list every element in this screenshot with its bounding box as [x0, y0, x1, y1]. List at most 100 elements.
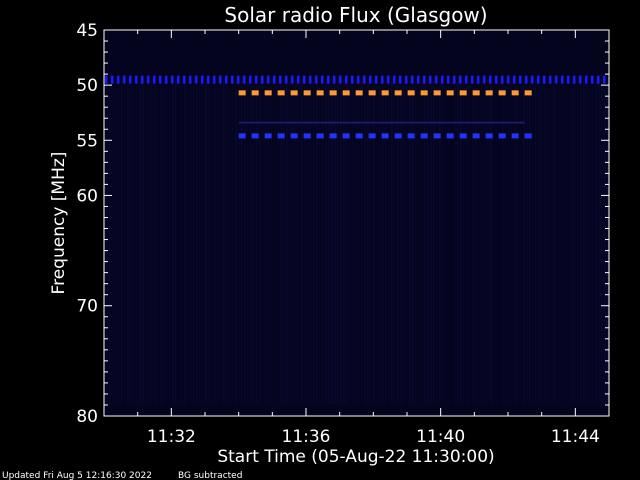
band-segment — [111, 75, 114, 84]
noise-streak — [415, 78, 417, 404]
band-segment — [285, 75, 288, 84]
noise-streak — [391, 78, 393, 404]
noise-streak — [247, 78, 249, 404]
noise-streak — [205, 78, 207, 404]
x-tick-label: 11:44 — [551, 427, 600, 447]
band-segment — [251, 90, 259, 96]
band-segment — [495, 75, 498, 84]
noise-streak — [352, 78, 354, 404]
band-segment — [135, 75, 138, 84]
y-axis: 45 50 55 60 70 80 — [76, 21, 609, 427]
band-segment — [243, 75, 246, 84]
noise-streak — [550, 78, 552, 404]
noise-streak — [268, 78, 270, 404]
band-segment — [237, 75, 240, 84]
noise-streak — [430, 78, 432, 404]
noise-streak — [541, 78, 543, 404]
noise-streak — [214, 78, 216, 404]
noise-streak — [319, 78, 321, 404]
band-segment — [567, 75, 570, 84]
noise-streak — [409, 78, 411, 404]
band-segment — [387, 75, 390, 84]
band-segment — [394, 133, 402, 139]
band-segment — [105, 75, 108, 84]
noise-streak — [394, 78, 396, 404]
noise-streak — [217, 78, 219, 404]
band-segment — [329, 133, 337, 139]
noise-streak — [232, 78, 234, 404]
band-segment — [561, 75, 564, 84]
noise-streak — [445, 78, 447, 404]
noise-streak — [136, 78, 138, 404]
noise-streak — [442, 78, 444, 404]
noise-streak — [307, 78, 309, 404]
noise-streak — [121, 78, 123, 404]
noise-streak — [598, 78, 600, 404]
band-segment — [183, 75, 186, 84]
x-tick-label: 11:32 — [147, 427, 196, 447]
band-segment — [441, 75, 444, 84]
band-segment — [177, 75, 180, 84]
band-segment — [555, 75, 558, 84]
band-segment — [153, 75, 156, 84]
plot-frame — [103, 29, 610, 417]
band-segment — [342, 90, 350, 96]
noise-streak — [301, 78, 303, 404]
noise-streak — [346, 78, 348, 404]
band-segment — [339, 75, 342, 84]
noise-streak — [337, 78, 339, 404]
noise-streak — [559, 78, 561, 404]
band-segment — [485, 133, 493, 139]
noise-streak — [418, 78, 420, 404]
noise-streak — [469, 78, 471, 404]
band-segment — [277, 90, 285, 96]
band-segment — [213, 75, 216, 84]
band-segment — [381, 133, 389, 139]
x-tick-label: 11:40 — [416, 427, 465, 447]
noise-streak — [271, 78, 273, 404]
band-segment — [309, 75, 312, 84]
band-segment — [507, 75, 510, 84]
band-segment — [171, 75, 174, 84]
noise-streak — [208, 78, 210, 404]
band-segment — [368, 133, 376, 139]
noise-streak — [154, 78, 156, 404]
noise-streak — [253, 78, 255, 404]
band-segment — [579, 75, 582, 84]
noise-streak — [343, 78, 345, 404]
band-segment — [420, 133, 428, 139]
noise-streak — [283, 78, 285, 404]
band-segment — [147, 75, 150, 84]
band-segment — [363, 75, 366, 84]
noise-streak — [133, 78, 135, 404]
noise-streak — [181, 78, 183, 404]
noise-streak — [289, 78, 291, 404]
noise-streak — [601, 78, 603, 404]
noise-streak — [373, 78, 375, 404]
noise-streak — [565, 78, 567, 404]
band-segment — [123, 75, 126, 84]
noise-streak — [226, 78, 228, 404]
y-axis-label: Frequency [MHz] — [49, 152, 69, 295]
noise-streak — [499, 78, 501, 404]
band-segment — [585, 75, 588, 84]
x-axis: 11:32 11:36 11:40 11:44 — [103, 30, 610, 447]
band-segment — [501, 75, 504, 84]
band-segment — [417, 75, 420, 84]
noise-streak — [370, 78, 372, 404]
noise-streak — [439, 78, 441, 404]
noise-streak — [403, 78, 405, 404]
noise-streak — [454, 78, 456, 404]
noise-streak — [331, 78, 333, 404]
noise-streak — [496, 78, 498, 404]
band-segment — [381, 75, 384, 84]
noise-streak — [259, 78, 261, 404]
band-segment — [261, 75, 264, 84]
band-segment — [279, 75, 282, 84]
y-tick-label: 45 — [76, 21, 98, 41]
band-segment — [543, 75, 546, 84]
band-segment — [519, 75, 522, 84]
noise-streak — [553, 78, 555, 404]
band-segment — [368, 90, 376, 96]
noise-streak — [457, 78, 459, 404]
